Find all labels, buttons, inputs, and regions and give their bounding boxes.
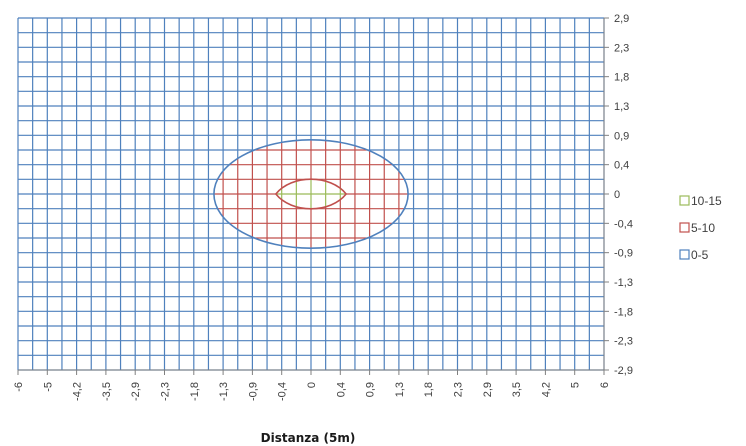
y-tick-label: 1,3: [614, 101, 629, 113]
x-axis: -6 -5 -4,2 -3,5 -2,9 -2,3 -1,8 -1,3 -0,9 -0,4 0 0,4…: [13, 369, 611, 401]
x-tick-label: -2,9: [130, 382, 142, 401]
y-tick-label: -0,9: [614, 248, 633, 260]
x-tick-label: 4,2: [540, 382, 552, 397]
legend-swatch: [679, 195, 690, 206]
y-tick-label: -1,3: [614, 277, 633, 289]
x-tick-label: 1,3: [394, 382, 406, 397]
x-tick-label: -4,2: [72, 382, 84, 401]
x-tick-label: -1,8: [189, 382, 201, 401]
legend-label: 10-15: [691, 194, 722, 208]
band-10-15-boundary: [274, 178, 348, 210]
x-tick-label: -0,9: [247, 382, 259, 401]
y-axis: 2,9 2,3 1,8 1,3 0,9 0,4 0 -0,4 -0,9 -1,3 -1,8 -2,3 -…: [603, 13, 633, 377]
legend-swatch: [679, 222, 690, 233]
x-tick-label: -0,4: [277, 382, 289, 401]
x-tick-label: -3,5: [101, 382, 113, 401]
y-tick-label: -2,9: [614, 365, 633, 377]
x-tick-label: 0,4: [335, 382, 347, 397]
x-tick-label: -2,3: [160, 382, 172, 401]
x-tick-label: 6: [599, 382, 611, 388]
x-tick-label: -6: [13, 382, 25, 392]
legend-label: 0-5: [691, 248, 709, 262]
y-tick-label: 0,4: [614, 160, 629, 172]
x-tick-label: -1,3: [218, 382, 230, 401]
y-tick-label: 0,9: [614, 130, 629, 142]
band-5-10-boundary: [213, 139, 409, 249]
x-tick-label: 0: [306, 382, 318, 388]
y-tick-label: 2,9: [614, 13, 629, 25]
x-tick-label: 3,5: [511, 382, 523, 397]
legend-swatch: [679, 249, 690, 260]
y-tick-label: -2,3: [614, 336, 633, 348]
plot-area: [17, 17, 605, 371]
y-tick-label: -1,8: [614, 306, 633, 318]
y-tick-label: 2,3: [614, 42, 629, 54]
x-tick-label: -5: [42, 382, 54, 392]
x-tick-label: 2,3: [453, 382, 465, 397]
x-axis-title: Distanza (5m): [261, 431, 356, 445]
x-tick-label: 0,9: [365, 382, 377, 397]
x-tick-label: 1,8: [423, 382, 435, 397]
legend: 10-15 5-10 0-5: [679, 194, 722, 262]
y-tick-label: 1,8: [614, 72, 629, 84]
legend-label: 5-10: [691, 221, 715, 235]
x-tick-label: 5: [570, 382, 582, 388]
y-tick-label: 0: [614, 189, 620, 201]
x-tick-label: 2,9: [482, 382, 494, 397]
y-tick-label: -0,4: [614, 218, 633, 230]
